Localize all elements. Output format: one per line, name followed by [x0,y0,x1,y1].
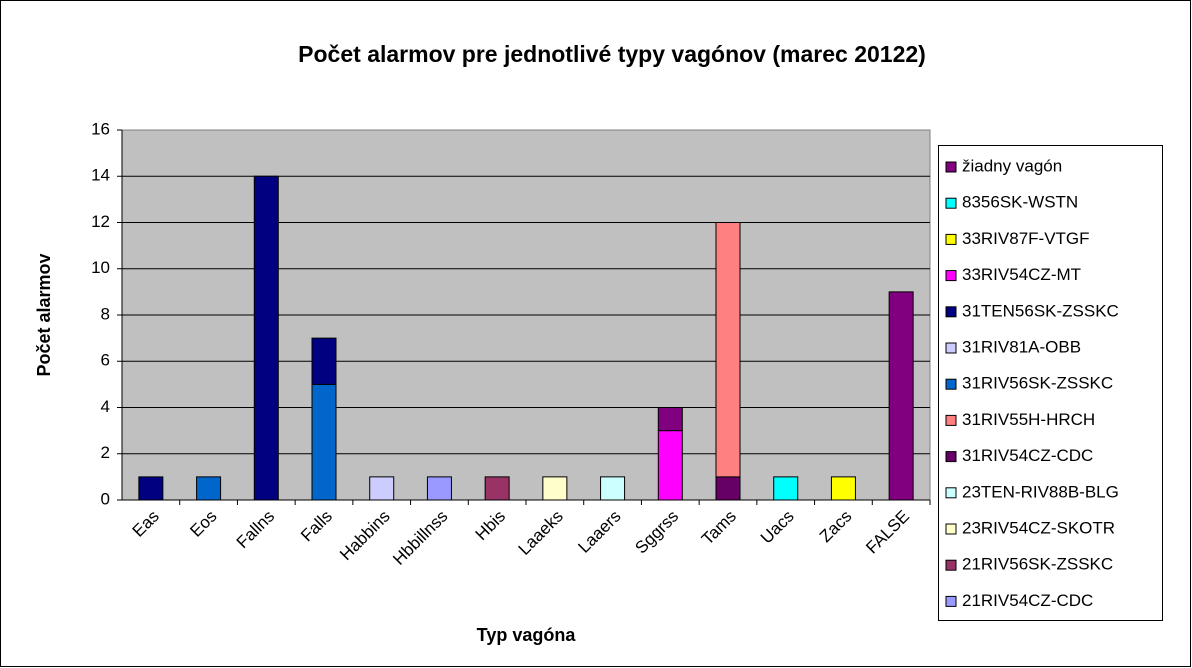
y-axis-label: Počet alarmov [34,253,54,376]
bar-segment [484,476,510,501]
bar-segment [311,337,337,385]
legend-swatch [945,270,957,282]
bar-segment [138,476,164,501]
bar-segment [888,291,914,501]
legend-label: 31RIV56SK-ZSSKC [962,374,1113,393]
legend-label: 31RIV81A-OBB [962,337,1081,356]
legend-label: 33RIV87F-VTGF [962,229,1090,248]
legend-label: 31RIV55H-HRCH [962,410,1095,429]
legend-label: 8356SK-WSTN [962,193,1078,212]
legend-label: 23TEN-RIV88B-BLG [962,482,1119,501]
y-tick-label: 14 [91,166,110,185]
legend-swatch [945,559,957,571]
legend-swatch [945,233,957,245]
bar-segment [426,476,452,501]
bar-segment [830,476,856,501]
bar-segment [715,476,741,501]
bar-segment [369,476,395,501]
y-tick-label: 12 [91,212,110,231]
legend-label: 33RIV54CZ-MT [962,265,1081,284]
legend-label: žiadny vagón [962,156,1062,175]
legend-label: 23RIV54CZ-SKOTR [962,518,1115,537]
legend-swatch [945,306,957,318]
y-tick-label: 16 [91,119,110,138]
bar-segment [715,222,741,478]
legend-swatch [945,451,957,463]
legend-swatch [945,197,957,209]
y-tick-label: 2 [101,443,110,462]
legend-label: 21RIV54CZ-CDC [962,591,1093,610]
y-tick-label: 8 [101,304,110,323]
legend-swatch [945,161,957,173]
bar-segment [657,430,683,501]
legend-swatch [945,595,957,607]
y-tick-label: 6 [101,351,110,370]
legend-label: 31RIV54CZ-CDC [962,446,1093,465]
bar-segment [657,407,683,432]
bar-segment [542,476,568,501]
legend-label: 21RIV56SK-ZSSKC [962,555,1113,574]
legend-swatch [945,378,957,390]
legend-swatch [945,414,957,426]
x-axis-label: Typ vagóna [477,625,577,645]
y-tick-label: 0 [101,489,110,508]
legend-swatch [945,523,957,535]
y-tick-label: 10 [91,258,110,277]
legend-label: 31TEN56SK-ZSSKC [962,301,1119,320]
bar-segment [311,383,337,501]
chart-title: Počet alarmov pre jednotlivé typy vagóno… [298,41,926,67]
legend-swatch [945,487,957,499]
y-tick-label: 4 [101,397,110,416]
legend-swatch [945,342,957,354]
bar-segment [600,476,626,501]
bar-segment [773,476,799,501]
bar-segment [196,476,222,501]
bar-segment [253,175,279,501]
legend [938,145,1163,621]
